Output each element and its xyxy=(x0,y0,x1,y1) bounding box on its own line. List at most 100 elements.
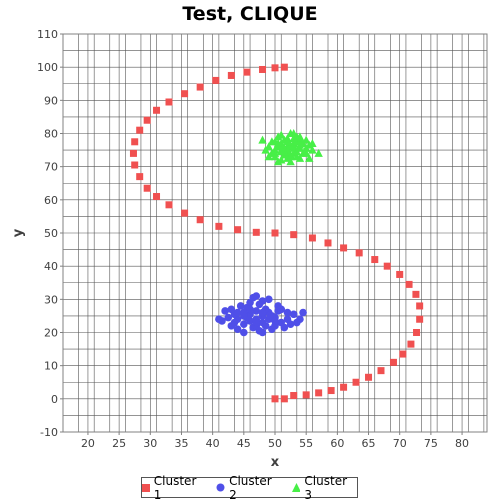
data-point-cluster-2 xyxy=(215,315,223,324)
y-tick-label: 110 xyxy=(37,28,58,41)
data-point-cluster-1 xyxy=(153,106,161,114)
x-tick-label: 60 xyxy=(330,437,344,450)
data-point-cluster-1 xyxy=(280,395,288,403)
series-cluster-3 xyxy=(258,129,323,166)
data-point-cluster-3 xyxy=(292,152,302,161)
data-point-cluster-1 xyxy=(196,83,204,91)
y-tick-label: 100 xyxy=(37,61,58,74)
data-point-cluster-1 xyxy=(290,231,298,239)
data-point-cluster-1 xyxy=(212,76,220,84)
data-point-cluster-1 xyxy=(405,280,413,288)
data-point-cluster-1 xyxy=(399,350,407,358)
data-point-cluster-1 xyxy=(143,184,151,192)
legend-item-cluster-3: Cluster 3 xyxy=(291,474,357,502)
legend-swatch-cluster-2 xyxy=(216,483,225,492)
data-point-cluster-2 xyxy=(236,302,245,310)
data-point-cluster-1 xyxy=(280,63,288,71)
data-point-cluster-1 xyxy=(412,290,420,298)
series-cluster-2 xyxy=(215,292,307,337)
y-tick-label: 20 xyxy=(44,327,58,340)
data-point-cluster-1 xyxy=(315,389,323,397)
data-point-cluster-2 xyxy=(227,305,236,314)
data-point-cluster-1 xyxy=(153,193,161,201)
data-point-cluster-2 xyxy=(233,308,242,317)
x-tick-label: 50 xyxy=(268,437,282,450)
data-point-cluster-3 xyxy=(267,137,277,146)
data-point-cluster-1 xyxy=(136,173,144,181)
data-point-cluster-3 xyxy=(301,143,311,152)
data-point-cluster-3 xyxy=(273,157,283,166)
data-point-cluster-2 xyxy=(233,325,242,333)
data-point-cluster-2 xyxy=(280,323,289,332)
data-point-cluster-3 xyxy=(289,129,298,137)
data-point-cluster-1 xyxy=(340,244,348,252)
data-point-cluster-1 xyxy=(383,262,391,270)
data-point-cluster-3 xyxy=(292,147,302,156)
data-point-cluster-2 xyxy=(240,320,248,329)
data-point-cluster-2 xyxy=(299,308,307,317)
x-tick-label: 80 xyxy=(455,437,469,450)
x-tick-label: 25 xyxy=(112,437,126,450)
data-point-cluster-3 xyxy=(277,145,286,154)
y-tick-label: 10 xyxy=(44,360,58,373)
data-point-cluster-1 xyxy=(196,216,204,224)
data-point-cluster-1 xyxy=(396,270,404,278)
data-point-cluster-1 xyxy=(252,228,260,236)
data-point-cluster-2 xyxy=(258,308,267,317)
data-point-cluster-1 xyxy=(324,239,332,247)
data-point-cluster-1 xyxy=(143,116,151,124)
data-point-cluster-3 xyxy=(305,153,314,162)
data-point-cluster-1 xyxy=(215,222,223,230)
data-point-cluster-3 xyxy=(286,157,295,166)
data-point-cluster-1 xyxy=(413,329,421,336)
data-point-cluster-2 xyxy=(252,292,261,300)
y-tick-label: 70 xyxy=(44,161,58,174)
legend-item-cluster-2: Cluster 2 xyxy=(216,474,281,502)
data-point-cluster-1 xyxy=(243,68,251,76)
data-point-cluster-3 xyxy=(270,148,280,157)
y-tick-label: 60 xyxy=(44,194,58,207)
data-point-cluster-3 xyxy=(295,140,305,149)
data-point-cluster-2 xyxy=(224,313,233,322)
data-point-cluster-1 xyxy=(371,256,379,264)
data-point-cluster-3 xyxy=(298,148,308,157)
data-point-cluster-1 xyxy=(181,209,189,217)
data-point-cluster-3 xyxy=(286,152,295,161)
y-tick-label: -10 xyxy=(40,426,58,439)
y-tick-label: 80 xyxy=(44,128,58,141)
y-axis-label: y xyxy=(11,228,26,237)
x-tick-label: 35 xyxy=(174,437,188,450)
data-point-cluster-2 xyxy=(230,318,239,327)
data-point-cluster-2 xyxy=(293,318,301,327)
data-point-cluster-1 xyxy=(389,358,397,366)
legend-swatch-cluster-1 xyxy=(142,483,150,492)
data-point-cluster-1 xyxy=(407,340,415,348)
data-point-cluster-1 xyxy=(234,226,242,234)
data-point-cluster-3 xyxy=(301,135,311,144)
data-point-cluster-1 xyxy=(165,201,173,209)
data-point-cluster-1 xyxy=(308,234,316,242)
data-point-cluster-1 xyxy=(327,387,335,395)
data-point-cluster-1 xyxy=(271,395,279,403)
data-point-cluster-2 xyxy=(255,300,264,309)
data-point-cluster-2 xyxy=(258,328,267,337)
data-point-cluster-1 xyxy=(181,90,189,98)
x-tick-label: 20 xyxy=(81,437,95,450)
data-point-cluster-1 xyxy=(302,391,310,399)
data-point-cluster-2 xyxy=(240,312,248,320)
y-tick-label: 30 xyxy=(44,293,58,306)
data-point-cluster-3 xyxy=(308,145,317,154)
chart-title: Test, CLIQUE xyxy=(182,3,318,25)
data-point-cluster-1 xyxy=(340,383,348,391)
data-point-cluster-2 xyxy=(221,307,229,315)
data-point-cluster-1 xyxy=(355,249,363,257)
y-tick-label: 50 xyxy=(44,227,58,240)
data-point-cluster-1 xyxy=(227,71,235,79)
data-point-cluster-3 xyxy=(283,137,292,146)
data-point-cluster-2 xyxy=(271,317,279,325)
y-tick-label: 90 xyxy=(44,94,58,107)
x-tick-label: 70 xyxy=(393,437,407,450)
data-point-cluster-1 xyxy=(377,367,385,375)
triangle-marker-icon xyxy=(291,483,301,492)
